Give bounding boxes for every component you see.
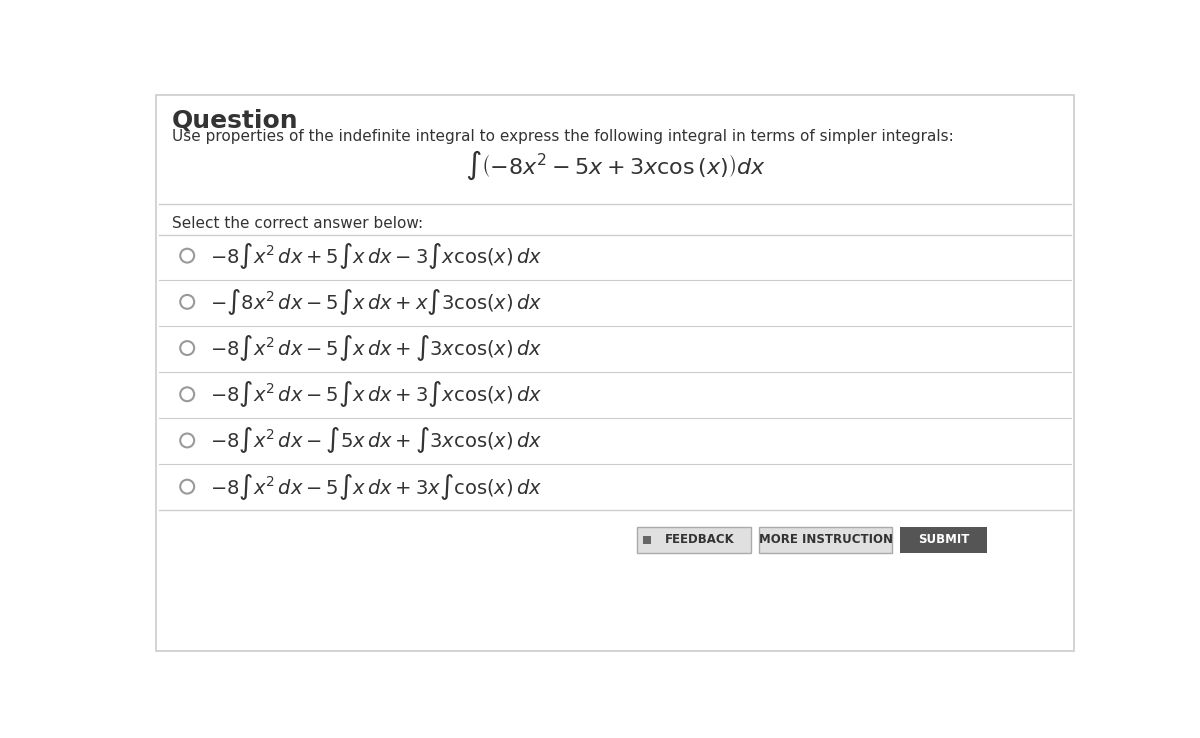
Text: SUBMIT: SUBMIT: [918, 534, 970, 546]
Text: FEEDBACK: FEEDBACK: [665, 534, 736, 546]
FancyBboxPatch shape: [637, 527, 751, 553]
Text: $-8\int x^2\, dx - 5\int x\, dx + \int 3x\cos(x)\, dx$: $-8\int x^2\, dx - 5\int x\, dx + \int 3…: [210, 333, 542, 363]
Text: $-8\int x^2\, dx - 5\int x\, dx + 3x\int \cos(x)\, dx$: $-8\int x^2\, dx - 5\int x\, dx + 3x\int…: [210, 472, 542, 502]
FancyBboxPatch shape: [156, 94, 1074, 651]
Text: $-8\int x^2\, dx - \int 5x\, dx + \int 3x\cos(x)\, dx$: $-8\int x^2\, dx - \int 5x\, dx + \int 3…: [210, 426, 542, 455]
Text: Use properties of the indefinite integral to express the following integral in t: Use properties of the indefinite integra…: [172, 128, 954, 144]
FancyBboxPatch shape: [643, 536, 652, 545]
Text: $-8\int x^2\, dx - 5\int x\, dx + 3\int x\cos(x)\, dx$: $-8\int x^2\, dx - 5\int x\, dx + 3\int …: [210, 379, 542, 409]
Text: MORE INSTRUCTION: MORE INSTRUCTION: [758, 534, 893, 546]
Text: $\int \left(-8x^2 - 5x + 3x\cos\left(x\right)\right) dx$: $\int \left(-8x^2 - 5x + 3x\cos\left(x\r…: [464, 149, 766, 182]
FancyBboxPatch shape: [760, 527, 893, 553]
Text: Question: Question: [172, 108, 299, 133]
Text: $-8\int x^2\, dx + 5\int x\, dx - 3\int x\cos(x)\, dx$: $-8\int x^2\, dx + 5\int x\, dx - 3\int …: [210, 241, 542, 271]
Text: $-\int 8x^2\, dx - 5\int x\, dx + x\int 3\cos(x)\, dx$: $-\int 8x^2\, dx - 5\int x\, dx + x\int …: [210, 287, 542, 317]
Text: Select the correct answer below:: Select the correct answer below:: [172, 215, 422, 230]
FancyBboxPatch shape: [900, 527, 986, 553]
